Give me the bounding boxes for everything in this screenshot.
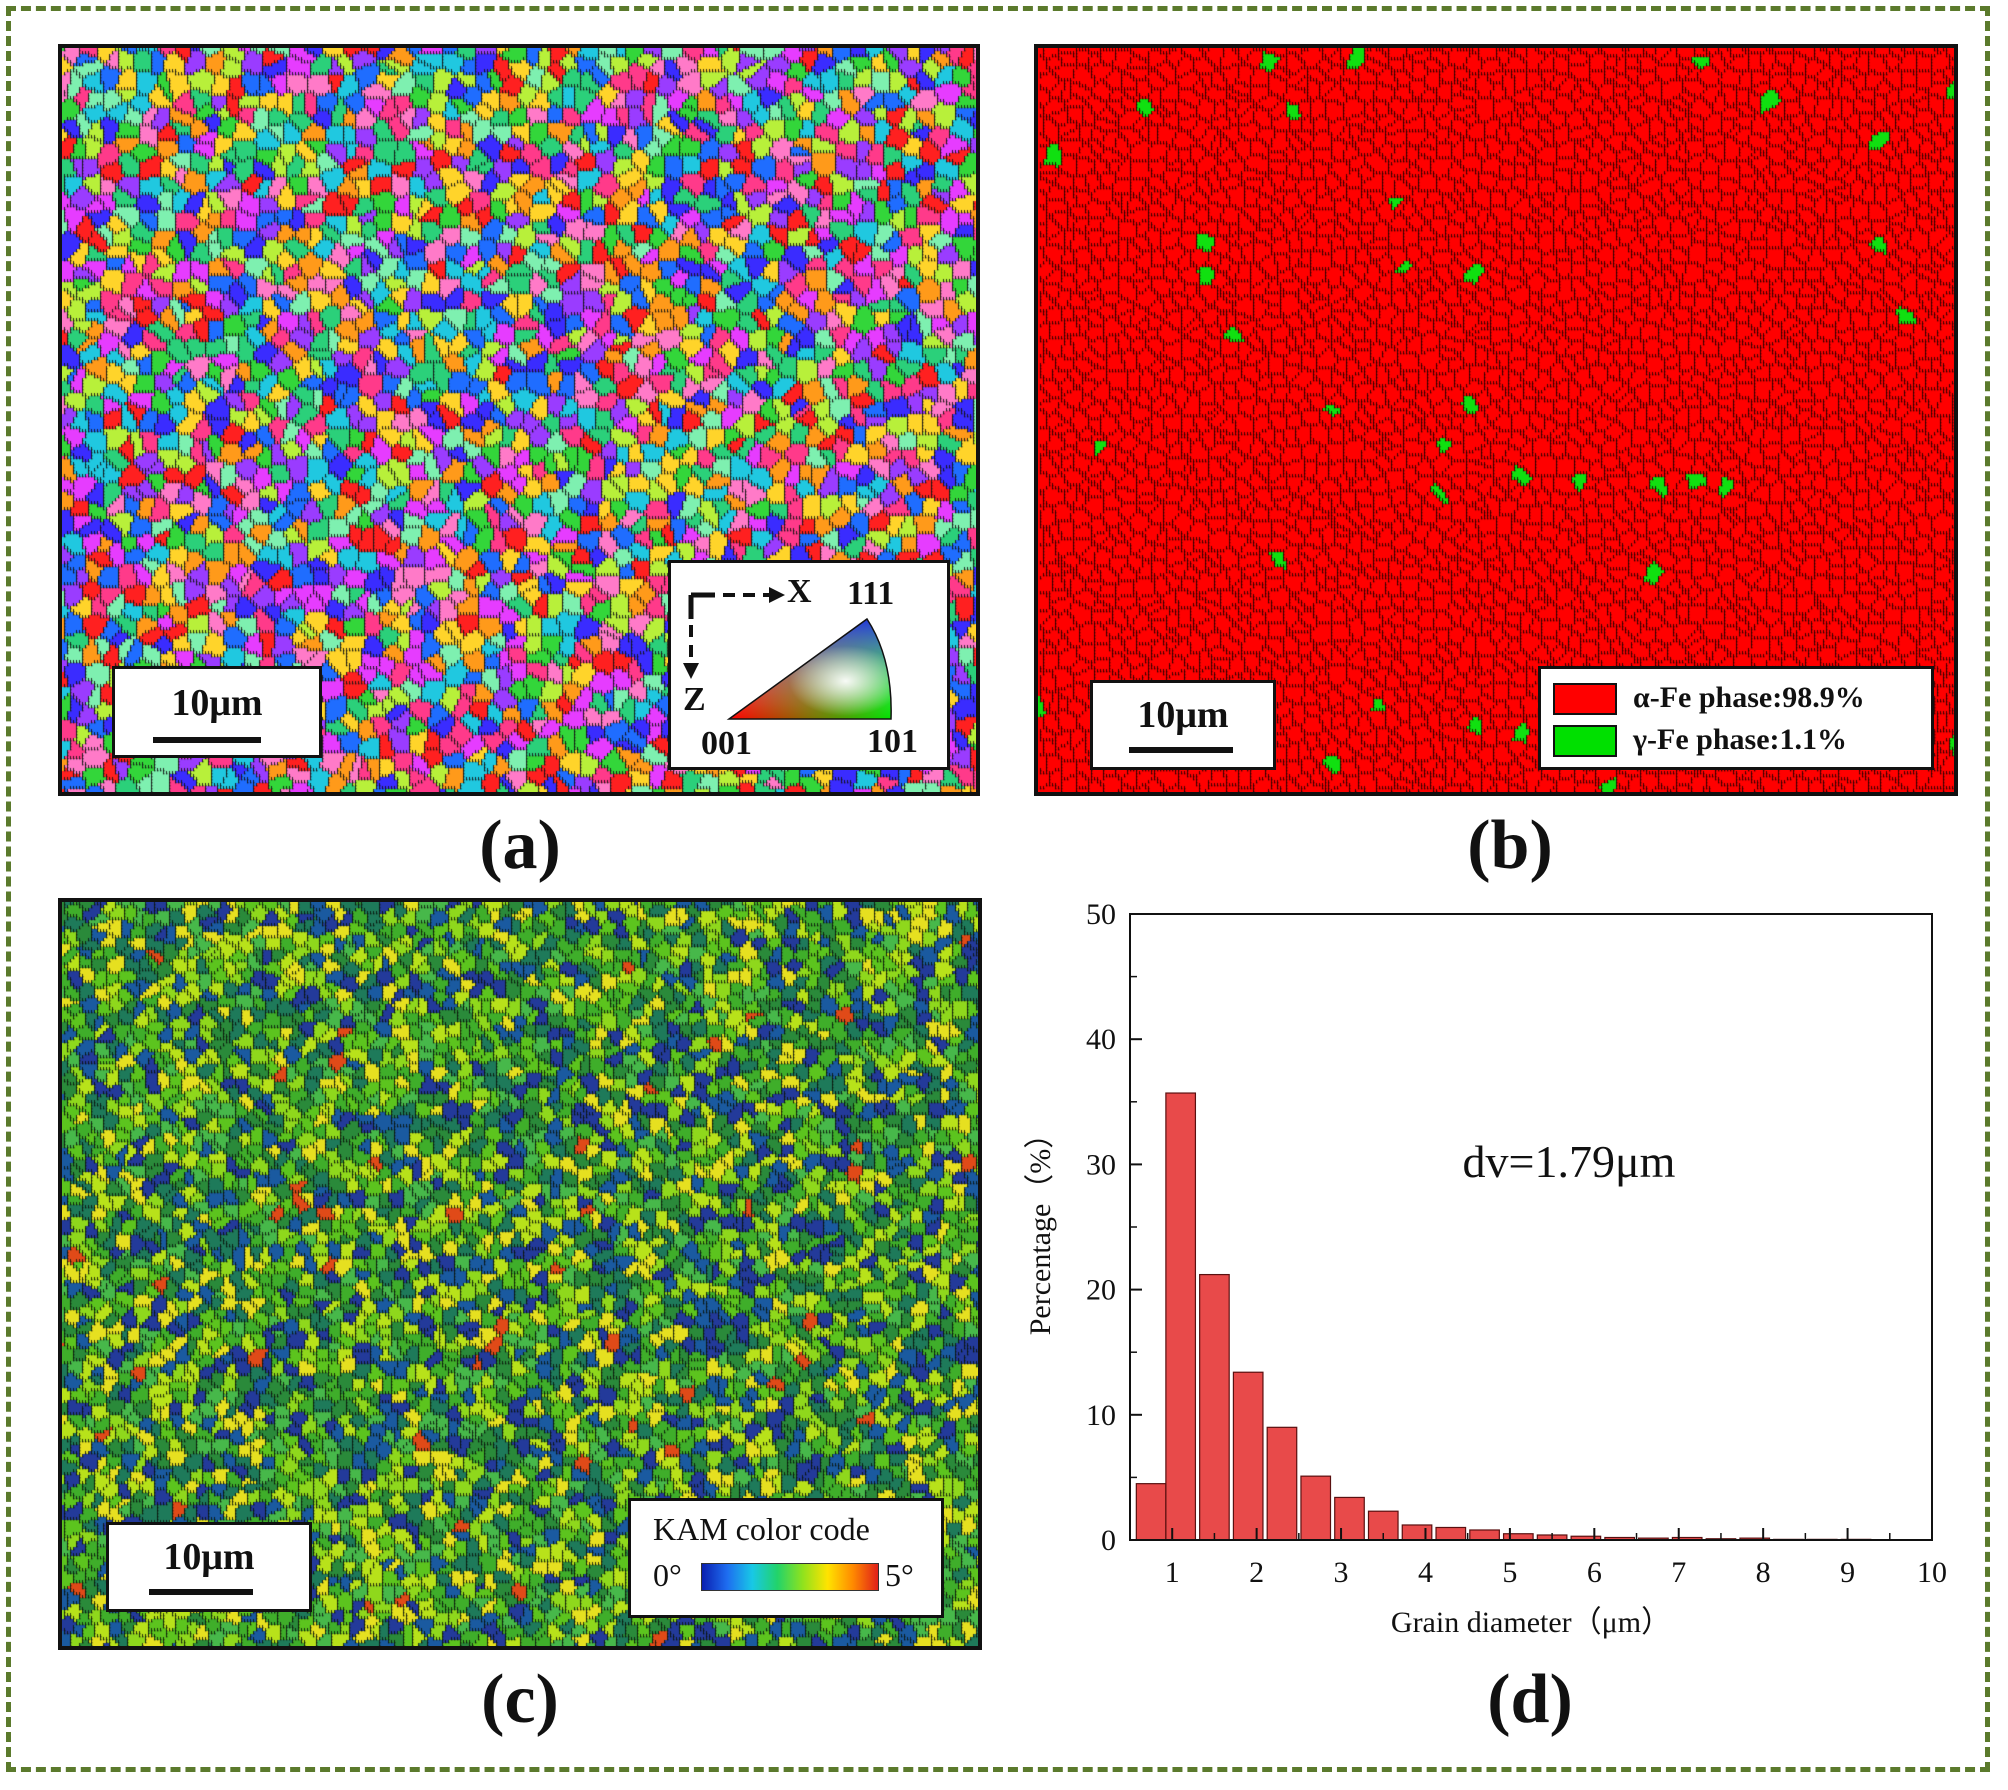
y-tick-label: 30 bbox=[1086, 1148, 1116, 1181]
kam-color-key: KAM color code 0° 5° bbox=[628, 1498, 944, 1618]
x-tick-label: 10 bbox=[1917, 1556, 1947, 1589]
x-tick-label: 9 bbox=[1840, 1556, 1855, 1589]
histogram-bar bbox=[1135, 1483, 1167, 1541]
scale-line-a bbox=[153, 737, 261, 743]
scale-label-c: 10μm bbox=[163, 1536, 255, 1578]
legend-label-alpha: α-Fe phase:98.9% bbox=[1633, 681, 1865, 714]
panel-b-phase-map: 10μm α-Fe phase:98.9% γ-Fe phase:1.1% bbox=[1034, 44, 1958, 796]
scale-label-a: 10μm bbox=[171, 682, 263, 724]
histogram-bar bbox=[1435, 1526, 1467, 1541]
dashed-frame bbox=[6, 6, 1990, 1772]
ipf-axes-icon bbox=[683, 587, 892, 720]
legend-swatch-alpha bbox=[1553, 683, 1617, 715]
scale-line-c bbox=[149, 1589, 253, 1595]
x-tick-label: 8 bbox=[1756, 1556, 1771, 1589]
scale-bar-a: 10μm bbox=[112, 666, 322, 758]
caption-d: (d) bbox=[1487, 1661, 1573, 1738]
x-tick-label: 3 bbox=[1334, 1556, 1349, 1589]
scale-bar-c: 10μm bbox=[106, 1522, 312, 1612]
x-tick-label: 2 bbox=[1249, 1556, 1264, 1589]
x-tick-label: 5 bbox=[1502, 1556, 1517, 1589]
kam-key-max: 5° bbox=[885, 1557, 914, 1593]
legend-swatch-gamma bbox=[1553, 725, 1617, 757]
scale-label-b: 10μm bbox=[1137, 694, 1229, 736]
x-tick-label: 7 bbox=[1671, 1556, 1686, 1589]
panel-a-ipf-map: 10μm bbox=[58, 44, 980, 796]
legend-label-gamma: γ-Fe phase:1.1% bbox=[1633, 723, 1848, 756]
histogram-bar bbox=[1300, 1475, 1332, 1541]
ipf-corner-001: 001 bbox=[701, 725, 752, 762]
histogram-bar bbox=[1401, 1524, 1433, 1541]
caption-a: (a) bbox=[479, 807, 561, 884]
x-axis-label: Grain diameter（μm） bbox=[1391, 1606, 1671, 1639]
panel-c-kam-map: 10μm KAM color code 0° 5° bbox=[58, 898, 982, 1650]
caption-c: (c) bbox=[481, 1661, 559, 1738]
y-tick-label: 10 bbox=[1086, 1399, 1116, 1432]
histogram-bar bbox=[1199, 1273, 1230, 1541]
scale-bar-b: 10μm bbox=[1090, 680, 1276, 770]
mean-diameter-annotation: dv=1.79μm bbox=[1463, 1136, 1676, 1187]
x-tick-label: 6 bbox=[1587, 1556, 1602, 1589]
ipf-axis-x-label: X bbox=[787, 573, 812, 610]
kam-gradient-bar bbox=[701, 1563, 879, 1591]
phase-legend: α-Fe phase:98.9% γ-Fe phase:1.1% bbox=[1538, 666, 1934, 770]
y-tick-label: 50 bbox=[1086, 898, 1116, 931]
histogram-bar bbox=[1232, 1371, 1264, 1541]
y-tick-label: 20 bbox=[1086, 1274, 1116, 1307]
histogram-bar bbox=[1165, 1092, 1197, 1541]
ipf-axis-z-label: Z bbox=[683, 681, 706, 718]
kam-key-min: 0° bbox=[653, 1557, 682, 1593]
ipf-corner-111: 111 bbox=[847, 575, 895, 612]
ipf-color-key: X Z 111 001 101 bbox=[668, 560, 950, 770]
y-tick-label: 40 bbox=[1086, 1023, 1116, 1056]
x-tick-label: 1 bbox=[1165, 1556, 1180, 1589]
y-axis-label: Percentage（%） bbox=[1024, 1119, 1057, 1336]
scale-line-b bbox=[1129, 747, 1233, 753]
histogram-bar bbox=[1334, 1496, 1365, 1541]
ipf-triangle bbox=[726, 617, 892, 720]
ipf-corner-101: 101 bbox=[867, 723, 918, 760]
x-tick-label: 4 bbox=[1418, 1556, 1433, 1589]
caption-b: (b) bbox=[1467, 807, 1553, 884]
kam-key-title: KAM color code bbox=[653, 1511, 870, 1547]
grain-size-histogram: 0 10 20 30 40 50 1 2 3 4 5 6 7 8 9 10 Grain diameter（μm）… bbox=[1024, 898, 1947, 1639]
histogram-bar bbox=[1469, 1529, 1500, 1541]
y-tick-label: 0 bbox=[1101, 1524, 1116, 1557]
histogram-bar bbox=[1266, 1426, 1298, 1541]
